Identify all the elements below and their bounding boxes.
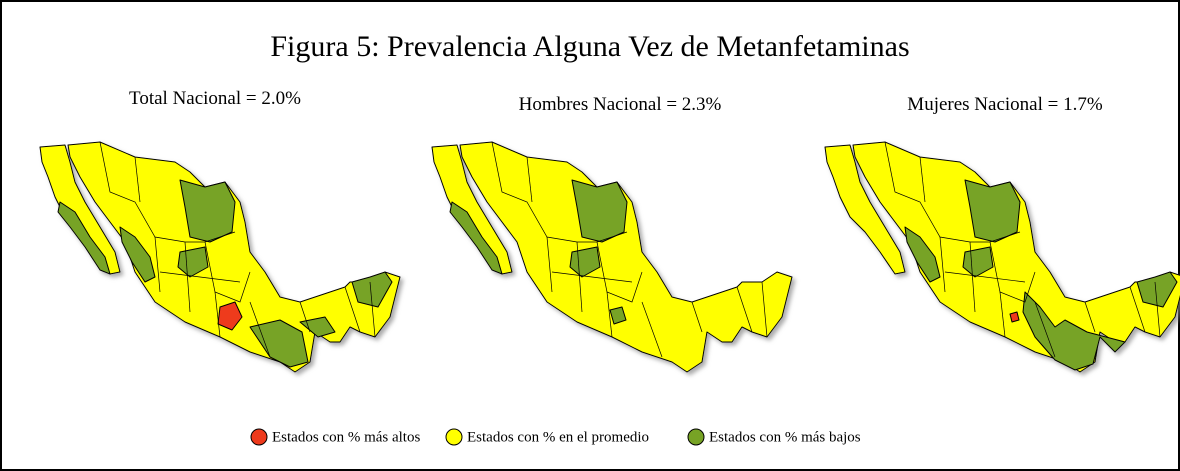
state-region — [1136, 271, 1178, 308]
legend-swatch — [250, 428, 268, 446]
legend-label: Estados con % más altos — [272, 429, 420, 445]
state-region — [962, 246, 994, 278]
state-region — [571, 179, 628, 243]
state-region — [1009, 311, 1020, 323]
state-region — [1022, 291, 1126, 371]
state-region — [609, 306, 627, 325]
state-region — [964, 179, 1021, 243]
state-region — [177, 246, 209, 278]
state-region — [569, 246, 601, 278]
legend: Estados con % más altos Estados con % en… — [250, 428, 861, 446]
state-region — [57, 201, 111, 275]
map — [39, 141, 401, 373]
title: Figura 5: Prevalencia Alguna Vez de Meta… — [270, 30, 909, 63]
state-region — [119, 226, 156, 283]
legend-swatch — [445, 428, 463, 446]
state-region — [351, 271, 393, 308]
state-region — [904, 226, 941, 283]
legend-swatch — [687, 428, 705, 446]
map-subtitle: Hombres Nacional = 2.3% — [519, 94, 722, 115]
map-subtitle: Total Nacional = 2.0% — [129, 88, 301, 109]
legend-label: Estados con % más bajos — [709, 429, 861, 445]
state-region — [449, 201, 503, 275]
state-region — [299, 316, 336, 338]
map — [431, 141, 793, 373]
legend-label: Estados con % en el promedio — [467, 429, 649, 445]
map-subtitle: Mujeres Nacional = 1.7% — [907, 94, 1103, 115]
state-region — [179, 179, 236, 243]
map — [824, 141, 1180, 373]
